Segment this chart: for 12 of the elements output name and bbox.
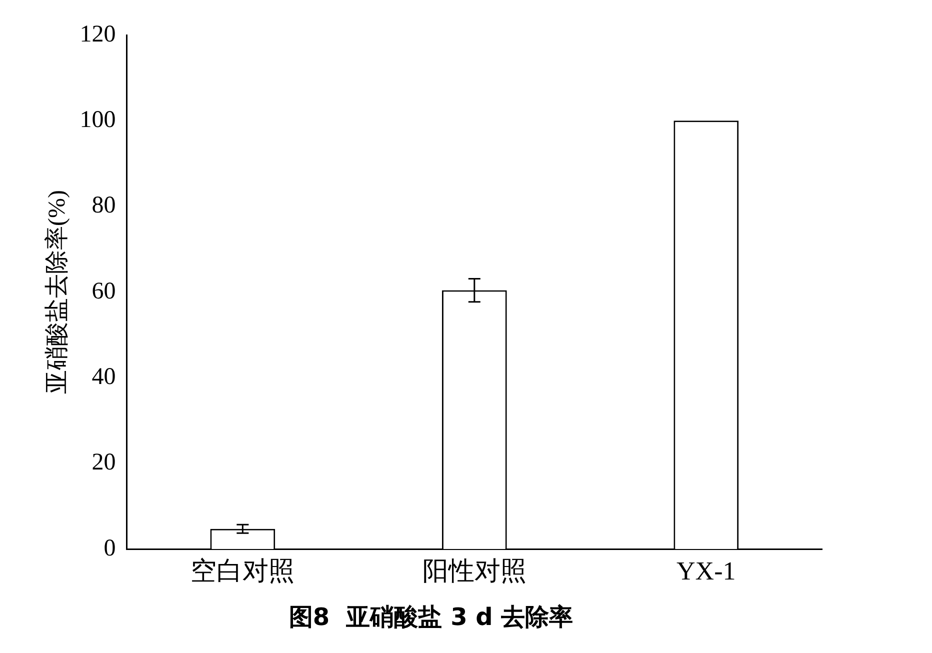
x-tick-label: 阳性对照 <box>422 556 526 586</box>
x-tick-label: 空白对照 <box>190 556 295 586</box>
y-tick-label: 100 <box>80 106 116 133</box>
y-axis-title: 亚硝酸盐去除率(%) <box>44 190 71 394</box>
y-tick-label: 0 <box>104 535 116 562</box>
y-tick-label: 20 <box>92 450 116 476</box>
y-tick-label: 80 <box>92 192 116 219</box>
x-tick-label: YX-1 <box>676 556 736 586</box>
text: 图8 亚硝酸盐 3 d 去除率 <box>288 602 574 631</box>
y-tick-label: 120 <box>80 21 116 48</box>
y-tick-label: 40 <box>92 364 116 390</box>
y-tick-label: 60 <box>92 278 116 304</box>
